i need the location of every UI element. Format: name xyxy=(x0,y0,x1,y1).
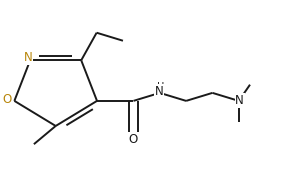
Text: N: N xyxy=(155,84,164,98)
Text: O: O xyxy=(129,133,138,146)
Text: N: N xyxy=(23,51,32,64)
Text: N: N xyxy=(235,94,244,107)
Text: O: O xyxy=(2,93,11,106)
Text: H: H xyxy=(157,82,164,92)
